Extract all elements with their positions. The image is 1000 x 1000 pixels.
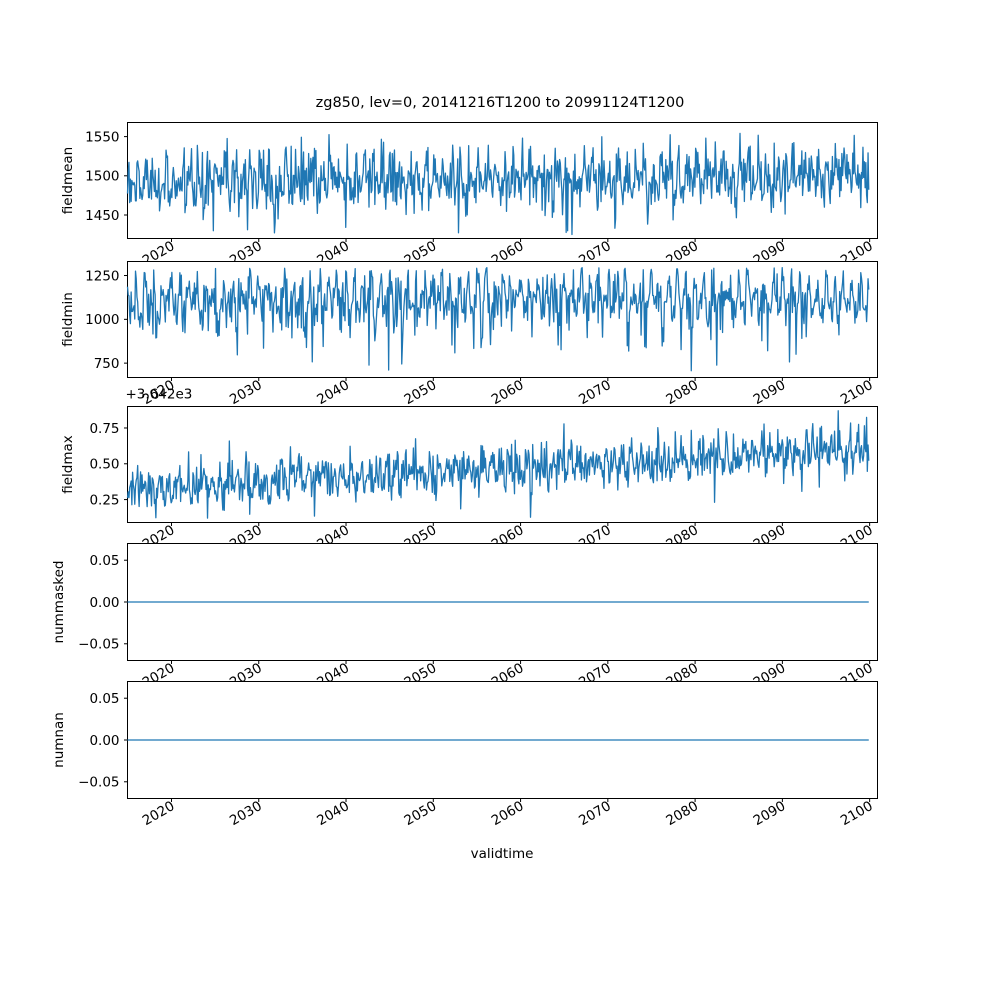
y-tick-label-fieldmax: 0.50 xyxy=(89,457,119,473)
y-tick-label-numnan: 0.00 xyxy=(89,733,119,749)
y-tick-label-fieldmax: 0.25 xyxy=(89,492,119,508)
y-axis-label-fieldmean: fieldmean xyxy=(60,147,76,214)
y-tick-label-fieldmax: 0.75 xyxy=(89,421,119,437)
y-tick-label-fieldmin: 1250 xyxy=(85,268,119,284)
y-tick-label-nummasked: −0.05 xyxy=(78,637,119,653)
y-tick-label-fieldmin: 1000 xyxy=(85,312,119,328)
data-line-fieldmean xyxy=(126,132,870,236)
y-axis-label-fieldmin: fieldmin xyxy=(60,292,76,347)
axes-frame-fieldmax xyxy=(127,406,878,523)
x-axis-label: validtime xyxy=(471,846,534,862)
y-tick-label-nummasked: 0.00 xyxy=(89,595,119,611)
y-axis-offset-text-fieldmax: +3.642e3 xyxy=(126,387,193,403)
y-axis-label-nummasked: nummasked xyxy=(51,561,67,644)
y-tick-label-numnan: 0.05 xyxy=(89,691,119,707)
data-line-fieldmax xyxy=(126,410,870,519)
y-tick-label-nummasked: 0.05 xyxy=(89,553,119,569)
y-axis-label-numnan: numnan xyxy=(51,712,67,768)
y-tick-label-fieldmean: 1500 xyxy=(85,169,119,185)
data-line-fieldmin xyxy=(126,267,870,372)
figure-title: zg850, lev=0, 20141216T1200 to 20991124T… xyxy=(316,95,685,111)
y-tick-label-fieldmean: 1550 xyxy=(85,129,119,145)
y-tick-label-numnan: −0.05 xyxy=(78,775,119,791)
y-axis-label-fieldmax: fieldmax xyxy=(60,435,76,494)
y-tick-label-fieldmean: 1450 xyxy=(85,208,119,224)
y-tick-label-fieldmin: 750 xyxy=(94,356,120,372)
